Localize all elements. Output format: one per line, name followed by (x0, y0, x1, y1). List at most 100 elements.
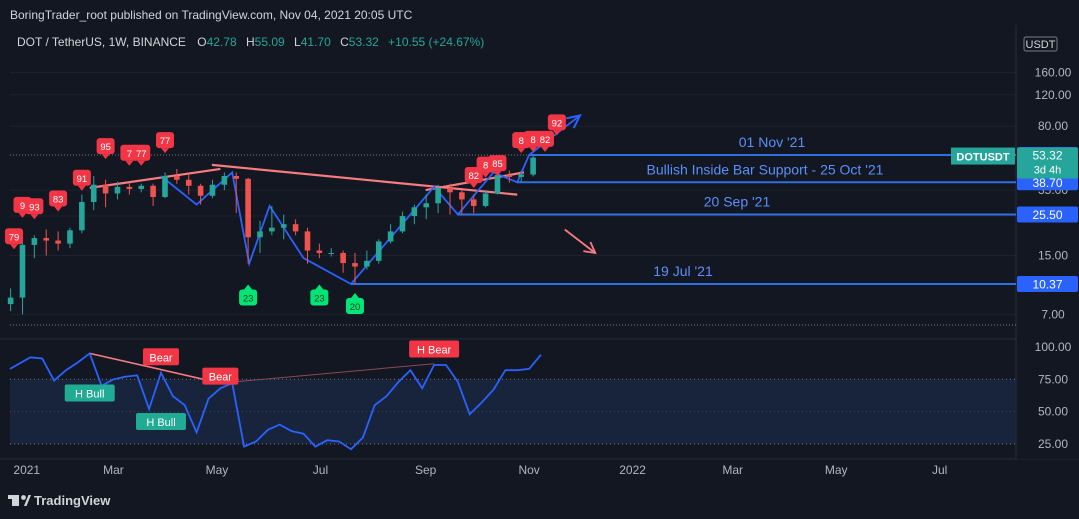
candle-28 (340, 250, 346, 273)
legend-low-value: 41.70 (301, 35, 331, 49)
svg-text:83: 83 (53, 194, 64, 205)
candle-20 (245, 177, 251, 264)
svg-text:92: 92 (552, 118, 563, 129)
svg-text:79: 79 (9, 232, 20, 243)
svg-text:77: 77 (136, 149, 147, 160)
oscillator-tick-1: 75.00 (1038, 372, 1068, 386)
price-tick-1: 120.00 (1035, 88, 1072, 102)
bear-label-1: Bear (202, 367, 239, 385)
svg-text:8: 8 (519, 136, 524, 147)
candle-8 (102, 179, 109, 208)
svg-text:23: 23 (314, 293, 325, 304)
candle-39 (470, 194, 477, 214)
svg-text:25.50: 25.50 (1032, 208, 1062, 222)
bearish-marker-7: 77 (132, 144, 151, 166)
current-price-tag: DOTUSDT 53.32 3d 4h (951, 147, 1078, 179)
published-caption: BoringTrader_root published on TradingVi… (10, 8, 413, 22)
candle-42 (506, 170, 513, 183)
support-note-0: 01 Nov '21 (739, 134, 806, 150)
candle-41 (494, 172, 501, 195)
svg-text:82: 82 (468, 171, 479, 182)
svg-text:93: 93 (29, 202, 40, 213)
candle-23 (280, 214, 287, 240)
candle-1 (19, 239, 26, 315)
candle-0 (7, 288, 14, 312)
time-axis[interactable]: 2021 Mar May Jul Sep Nov 2022 Mar May Jul (13, 463, 947, 477)
bearish-marker-5: 95 (96, 138, 115, 160)
candle-29 (352, 252, 358, 285)
legend-high-value: 55.09 (255, 35, 285, 49)
price-tick-2: 80.00 (1038, 119, 1068, 133)
bearish-marker-2: 93 (25, 198, 44, 220)
svg-text:91: 91 (77, 174, 88, 185)
bearish-marker-15: 92 (547, 114, 566, 136)
svg-text:Bear: Bear (209, 372, 233, 384)
candle-11 (138, 183, 145, 193)
time-tick-3: Jul (313, 463, 328, 477)
bearish-marker-14: 82 (535, 130, 554, 152)
currency-badge[interactable]: USDT (1023, 36, 1058, 52)
candle-34 (411, 204, 418, 225)
projection-arrow-down-line (564, 228, 596, 254)
time-tick-1: Mar (103, 463, 124, 477)
svg-text:8: 8 (483, 161, 488, 172)
candle-19 (233, 172, 240, 214)
price-axis[interactable]: USDT160.00120.0080.0035.0025.0015.007.00… (951, 25, 1079, 459)
candle-4 (55, 231, 61, 251)
candle-33 (399, 211, 406, 234)
candle-27 (328, 248, 335, 257)
candle-30 (364, 250, 370, 270)
oscillator-band (10, 379, 1016, 445)
bear-label-0: Bear (142, 348, 179, 366)
tradingview-logo[interactable]: TradingView (8, 493, 111, 508)
support-note-2: 20 Sep '21 (704, 194, 771, 210)
bullish-marker-0: 23 (239, 284, 258, 306)
legend-close-value: 53.32 (349, 35, 379, 49)
candles-layer (7, 155, 536, 315)
bullish-marker-1: 23 (310, 284, 329, 306)
oscillator-pane: Bear Bear H Bear H Bull H Bull (9, 340, 1016, 451)
candle-10 (126, 182, 133, 195)
price-tick-5: 15.00 (1038, 249, 1068, 263)
level-price-label-2: 25.50 (1017, 206, 1078, 223)
projection-arrow-up (566, 113, 582, 129)
oscillator-line (9, 351, 542, 451)
ohlc-legend: DOT / TetherUS, 1W, BINANCE O42.78 H55.0… (17, 35, 484, 49)
svg-text:23: 23 (243, 293, 254, 304)
time-tick-2: May (206, 463, 229, 477)
oscillator-tick-2: 50.00 (1038, 405, 1068, 419)
price-tick-6: 7.00 (1041, 307, 1065, 321)
legend-change: +10.55 (+24.67%) (388, 35, 484, 49)
svg-text:10.37: 10.37 (1032, 278, 1062, 292)
divergence-line-0 (89, 352, 221, 384)
resistance-line-1 (211, 163, 518, 196)
bearish-marker-4: 91 (72, 169, 91, 191)
svg-text:Bear: Bear (149, 352, 173, 364)
time-tick-7: Mar (722, 463, 743, 477)
time-tick-8: May (825, 463, 848, 477)
legend-open-value: 42.78 (207, 35, 237, 49)
svg-text:85: 85 (492, 159, 503, 170)
legend-close-label: C (340, 35, 349, 49)
candle-21 (257, 220, 263, 253)
bearish-marker-3: 83 (49, 190, 68, 212)
candle-26 (316, 243, 323, 259)
level-price-label-3: 10.37 (1017, 276, 1078, 293)
current-symbol: DOTUSDT (956, 152, 1009, 164)
candle-25 (304, 227, 311, 264)
bullish-marker-2: 20 (345, 293, 364, 315)
candle-5 (67, 227, 73, 249)
candle-7 (90, 175, 97, 211)
svg-text:H Bear: H Bear (417, 344, 452, 356)
candle-40 (482, 190, 489, 208)
candle-18 (221, 172, 228, 191)
svg-text:95: 95 (100, 142, 111, 153)
current-price: 53.32 (1032, 149, 1062, 163)
grid-layer (0, 25, 1079, 460)
candle-14 (174, 168, 180, 184)
candle-35 (423, 194, 430, 220)
candle-24 (292, 219, 299, 236)
time-tick-4: Sep (415, 463, 437, 477)
